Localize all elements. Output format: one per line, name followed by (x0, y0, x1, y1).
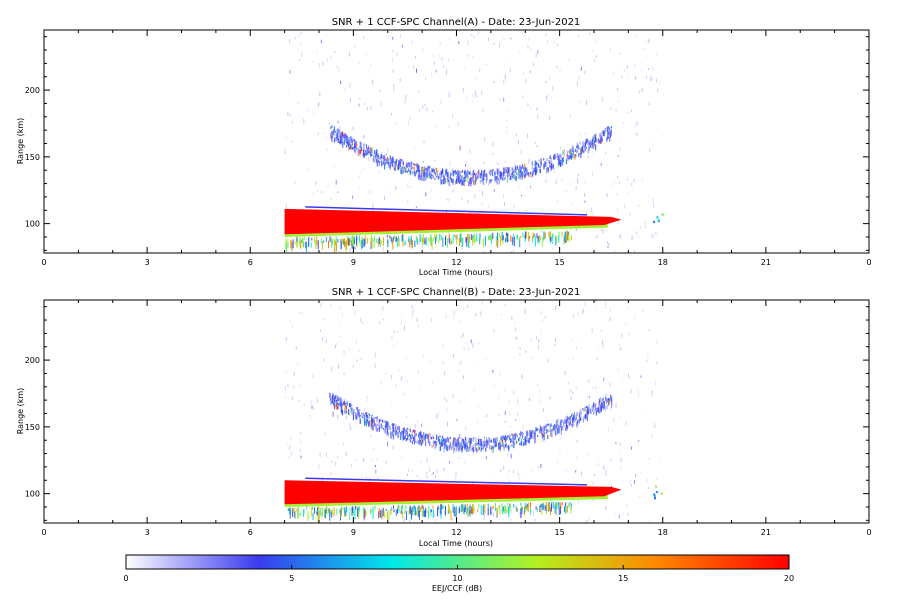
panel-a-xtick-label: 0 (866, 258, 871, 267)
panel-a-ytick-label: 100 (25, 220, 40, 229)
panel-a-xtick-label: 21 (761, 258, 771, 267)
panel-b: SNR + 1 CCF-SPC Channel(B) - Date: 23-Ju… (16, 287, 872, 548)
panel-a-weak-arc (329, 125, 612, 187)
colorbar: 0 5 10 15 20 EEJ/CCF (dB) (123, 554, 794, 593)
panel-b-ytick-label: 100 (25, 490, 40, 499)
panel-a-xtick-label: 18 (658, 258, 668, 267)
panel-b-xtick-label: 15 (555, 528, 565, 537)
panel-b-ytick-label: 150 (25, 423, 40, 432)
panel-a-axes: 0 3 6 9 12 15 18 21 0 100 150 200 (25, 30, 872, 267)
panel-b-xtick-label: 0 (866, 528, 871, 537)
panel-b-ylabel: Range (km) (16, 388, 25, 435)
panel-a-ylabel: Range (km) (16, 118, 25, 165)
panel-b-weak-arc (329, 392, 613, 454)
panel-a-strong-layer (284, 206, 664, 253)
panel-b-strong-layer (284, 477, 663, 522)
panel-b-axes: 0 3 6 9 12 15 18 21 0 100 150 200 (25, 300, 872, 537)
panel-a-title: SNR + 1 CCF-SPC Channel(A) - Date: 23-Ju… (332, 17, 581, 28)
colorbar-tick-label: 15 (618, 574, 628, 583)
panel-b-xtick-label: 3 (145, 528, 150, 537)
panel-b-xtick-label: 6 (248, 528, 253, 537)
colorbar-tick-label: 5 (289, 574, 294, 583)
panel-a: SNR + 1 CCF-SPC Channel(A) - Date: 23-Ju… (16, 17, 872, 277)
panel-a-plot-area (284, 30, 664, 253)
panel-a-xtick-label: 9 (351, 258, 356, 267)
colorbar-tick-label: 10 (452, 574, 462, 583)
panel-a-xtick-label: 3 (145, 258, 150, 267)
panel-b-xtick-label: 9 (351, 528, 356, 537)
panel-a-xtick-label: 6 (248, 258, 253, 267)
colorbar-label: EEJ/CCF (dB) (432, 584, 482, 593)
colorbar-ticks: 0 5 10 15 20 (123, 565, 794, 583)
panel-b-xlabel: Local Time (hours) (419, 539, 493, 548)
panel-a-xtick-label: 0 (41, 258, 46, 267)
panel-a-xlabel: Local Time (hours) (419, 268, 493, 277)
panel-b-ytick-label: 200 (25, 356, 40, 365)
panel-b-plot-area (284, 300, 663, 523)
panel-b-title: SNR + 1 CCF-SPC Channel(B) - Date: 23-Ju… (332, 287, 581, 298)
panel-b-xtick-label: 18 (658, 528, 668, 537)
panel-a-xtick-label: 12 (451, 258, 461, 267)
panel-b-xtick-label: 12 (451, 528, 461, 537)
panel-b-xtick-label: 21 (761, 528, 771, 537)
panel-a-xtick-label: 15 (555, 258, 565, 267)
panel-b-xtick-label: 0 (41, 528, 46, 537)
colorbar-tick-label: 20 (784, 574, 794, 583)
colorbar-tick-label: 0 (123, 574, 128, 583)
panel-b-noise (284, 300, 660, 523)
panel-a-ytick-label: 150 (25, 153, 40, 162)
panel-a-ytick-label: 200 (25, 86, 40, 95)
